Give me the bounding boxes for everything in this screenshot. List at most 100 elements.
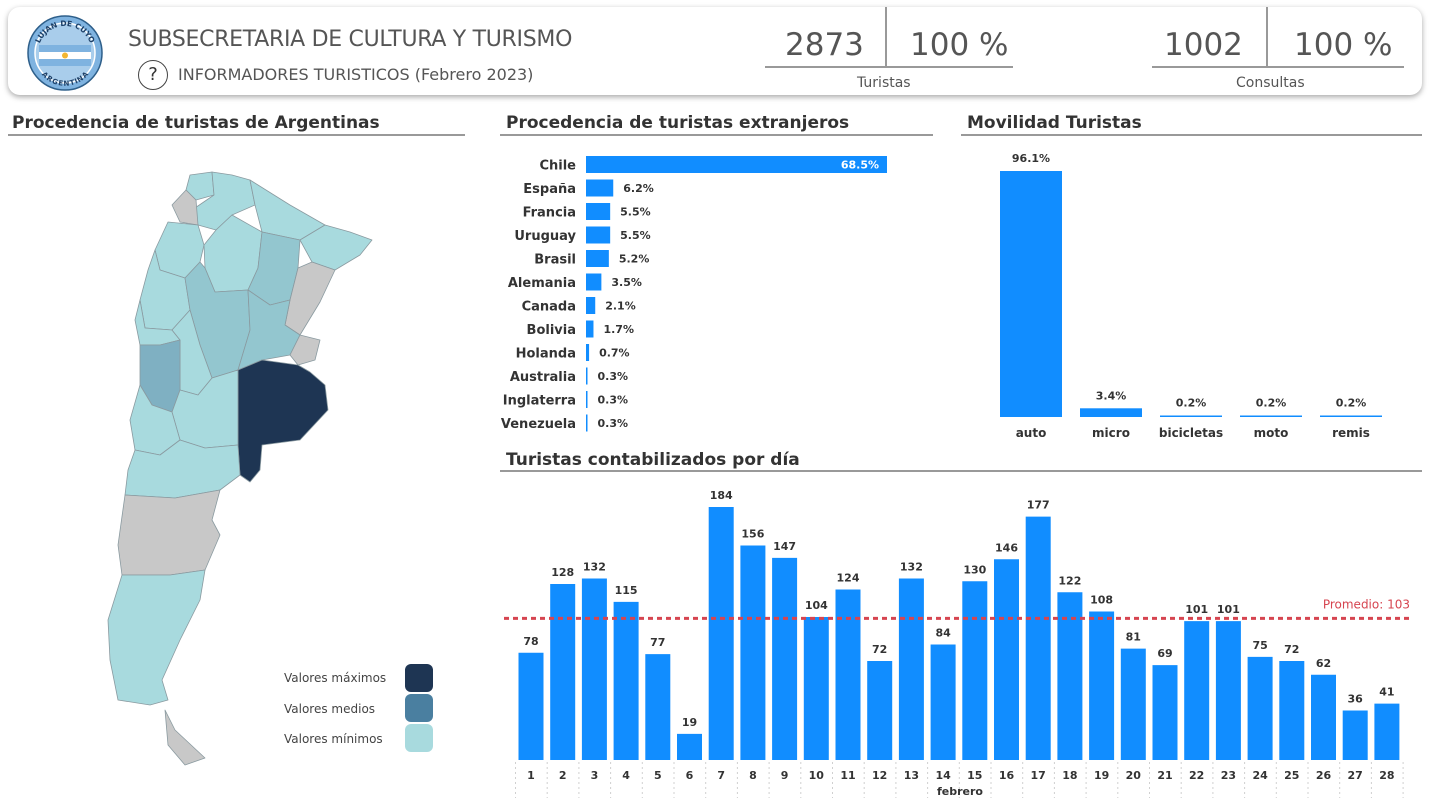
bar[interactable] bbox=[1342, 710, 1368, 761]
data-label: 0.2% bbox=[1336, 397, 1367, 410]
bar[interactable] bbox=[586, 273, 602, 291]
category-label: Australia bbox=[510, 370, 576, 385]
bar[interactable] bbox=[1089, 611, 1115, 761]
movilidad-section-title: Movilidad Turistas bbox=[967, 113, 1142, 133]
data-label: 78 bbox=[523, 635, 538, 648]
bar[interactable] bbox=[1247, 656, 1273, 760]
tick-label: 9 bbox=[781, 769, 789, 782]
bar[interactable] bbox=[1311, 674, 1336, 760]
bar[interactable] bbox=[994, 559, 1019, 760]
tick-label: 10 bbox=[809, 769, 825, 782]
tick-label: 17 bbox=[1031, 769, 1046, 782]
category-label: Alemania bbox=[508, 276, 576, 291]
tick-label: 3 bbox=[591, 769, 599, 782]
dia-section-title: Turistas contabilizados por día bbox=[506, 450, 800, 470]
data-label: 108 bbox=[1090, 594, 1113, 607]
bar[interactable] bbox=[586, 179, 614, 197]
tick-label: 27 bbox=[1348, 769, 1363, 782]
legend-max-swatch bbox=[405, 664, 433, 692]
bar[interactable] bbox=[677, 733, 702, 760]
bar[interactable] bbox=[1279, 661, 1305, 760]
bar[interactable] bbox=[586, 297, 596, 314]
data-label: 101 bbox=[1217, 603, 1240, 616]
tick-label: 12 bbox=[872, 769, 887, 782]
kpi-underline bbox=[765, 66, 1013, 68]
data-label: 122 bbox=[1058, 574, 1081, 587]
bar[interactable] bbox=[1120, 648, 1146, 760]
bar[interactable] bbox=[1320, 415, 1382, 418]
bar[interactable] bbox=[586, 156, 887, 173]
kpi-divider bbox=[1266, 7, 1268, 67]
tick-label: 6 bbox=[686, 769, 694, 782]
province-misiones bbox=[299, 224, 373, 271]
bar[interactable] bbox=[586, 320, 594, 338]
bar[interactable] bbox=[740, 545, 766, 761]
help-icon[interactable]: ? bbox=[138, 60, 168, 90]
argentina-map bbox=[107, 171, 373, 766]
data-label: 101 bbox=[1185, 603, 1208, 616]
x-axis-label: febrero bbox=[937, 785, 983, 798]
tick-label: 14 bbox=[935, 769, 951, 782]
bar[interactable] bbox=[586, 391, 588, 408]
bar[interactable] bbox=[1152, 665, 1178, 760]
bar[interactable] bbox=[1160, 415, 1222, 418]
category-label: auto bbox=[1016, 426, 1047, 440]
category-label: Chile bbox=[539, 159, 576, 174]
bar[interactable] bbox=[835, 589, 861, 761]
data-label: 0.3% bbox=[598, 370, 629, 383]
bar[interactable] bbox=[1000, 171, 1062, 417]
bar[interactable] bbox=[586, 414, 588, 432]
bar[interactable] bbox=[1080, 408, 1142, 417]
bar[interactable] bbox=[1374, 703, 1400, 760]
bar[interactable] bbox=[550, 584, 576, 760]
province-tierradelfuego bbox=[164, 709, 206, 766]
lujan-de-cuyo-logo: LUJAN DE CUYO ARGENTINA bbox=[27, 15, 103, 91]
bar[interactable] bbox=[1184, 621, 1210, 760]
data-label: 19 bbox=[682, 716, 697, 729]
bar[interactable] bbox=[1240, 415, 1302, 418]
data-label: 130 bbox=[963, 563, 986, 576]
tick-label: 15 bbox=[967, 769, 982, 782]
bar[interactable] bbox=[586, 344, 590, 361]
bar[interactable] bbox=[867, 661, 893, 760]
bar[interactable] bbox=[930, 644, 956, 761]
data-label: 0.2% bbox=[1176, 397, 1207, 410]
bar[interactable] bbox=[586, 226, 611, 244]
tick-label: 20 bbox=[1126, 769, 1142, 782]
bar[interactable] bbox=[586, 367, 588, 385]
kpi-consultas-value: 1002 bbox=[1164, 27, 1243, 63]
bar[interactable] bbox=[1215, 621, 1241, 760]
data-label: 75 bbox=[1252, 639, 1267, 652]
category-label: Francia bbox=[523, 206, 576, 221]
data-label: 3.5% bbox=[611, 276, 642, 289]
data-label: 115 bbox=[615, 584, 638, 597]
tick-label: 18 bbox=[1062, 769, 1077, 782]
bar[interactable] bbox=[586, 250, 609, 267]
bar[interactable] bbox=[772, 557, 798, 760]
tick-label: 11 bbox=[840, 769, 855, 782]
data-label: 2.1% bbox=[605, 300, 636, 313]
bar[interactable] bbox=[586, 203, 611, 220]
tick-label: 26 bbox=[1316, 769, 1332, 782]
bar[interactable] bbox=[1057, 592, 1083, 760]
bar[interactable] bbox=[1025, 516, 1051, 760]
data-label: 69 bbox=[1157, 647, 1172, 660]
data-label: 5.5% bbox=[620, 206, 651, 219]
bar[interactable] bbox=[645, 654, 671, 760]
kpi-turistas-value: 2873 bbox=[785, 27, 864, 63]
tick-label: 25 bbox=[1284, 769, 1299, 782]
bar[interactable] bbox=[613, 601, 639, 760]
data-label: 0.3% bbox=[598, 394, 629, 407]
bar[interactable] bbox=[708, 507, 734, 760]
category-label: Canada bbox=[522, 300, 576, 315]
bar[interactable] bbox=[898, 578, 924, 761]
header-card: LUJAN DE CUYO ARGENTINA SUBSECRETARIA DE… bbox=[8, 7, 1422, 95]
bar[interactable] bbox=[518, 652, 544, 760]
dia-bar-chart: 7811282132311547751961847156814791041012… bbox=[504, 489, 1412, 798]
tick-label: 1 bbox=[527, 769, 535, 782]
bar[interactable] bbox=[803, 617, 829, 760]
report-subtitle: INFORMADORES TURISTICOS (Febrero 2023) bbox=[178, 65, 534, 84]
bar[interactable] bbox=[581, 578, 607, 761]
bar[interactable] bbox=[962, 581, 988, 760]
section-rule bbox=[961, 134, 1422, 136]
